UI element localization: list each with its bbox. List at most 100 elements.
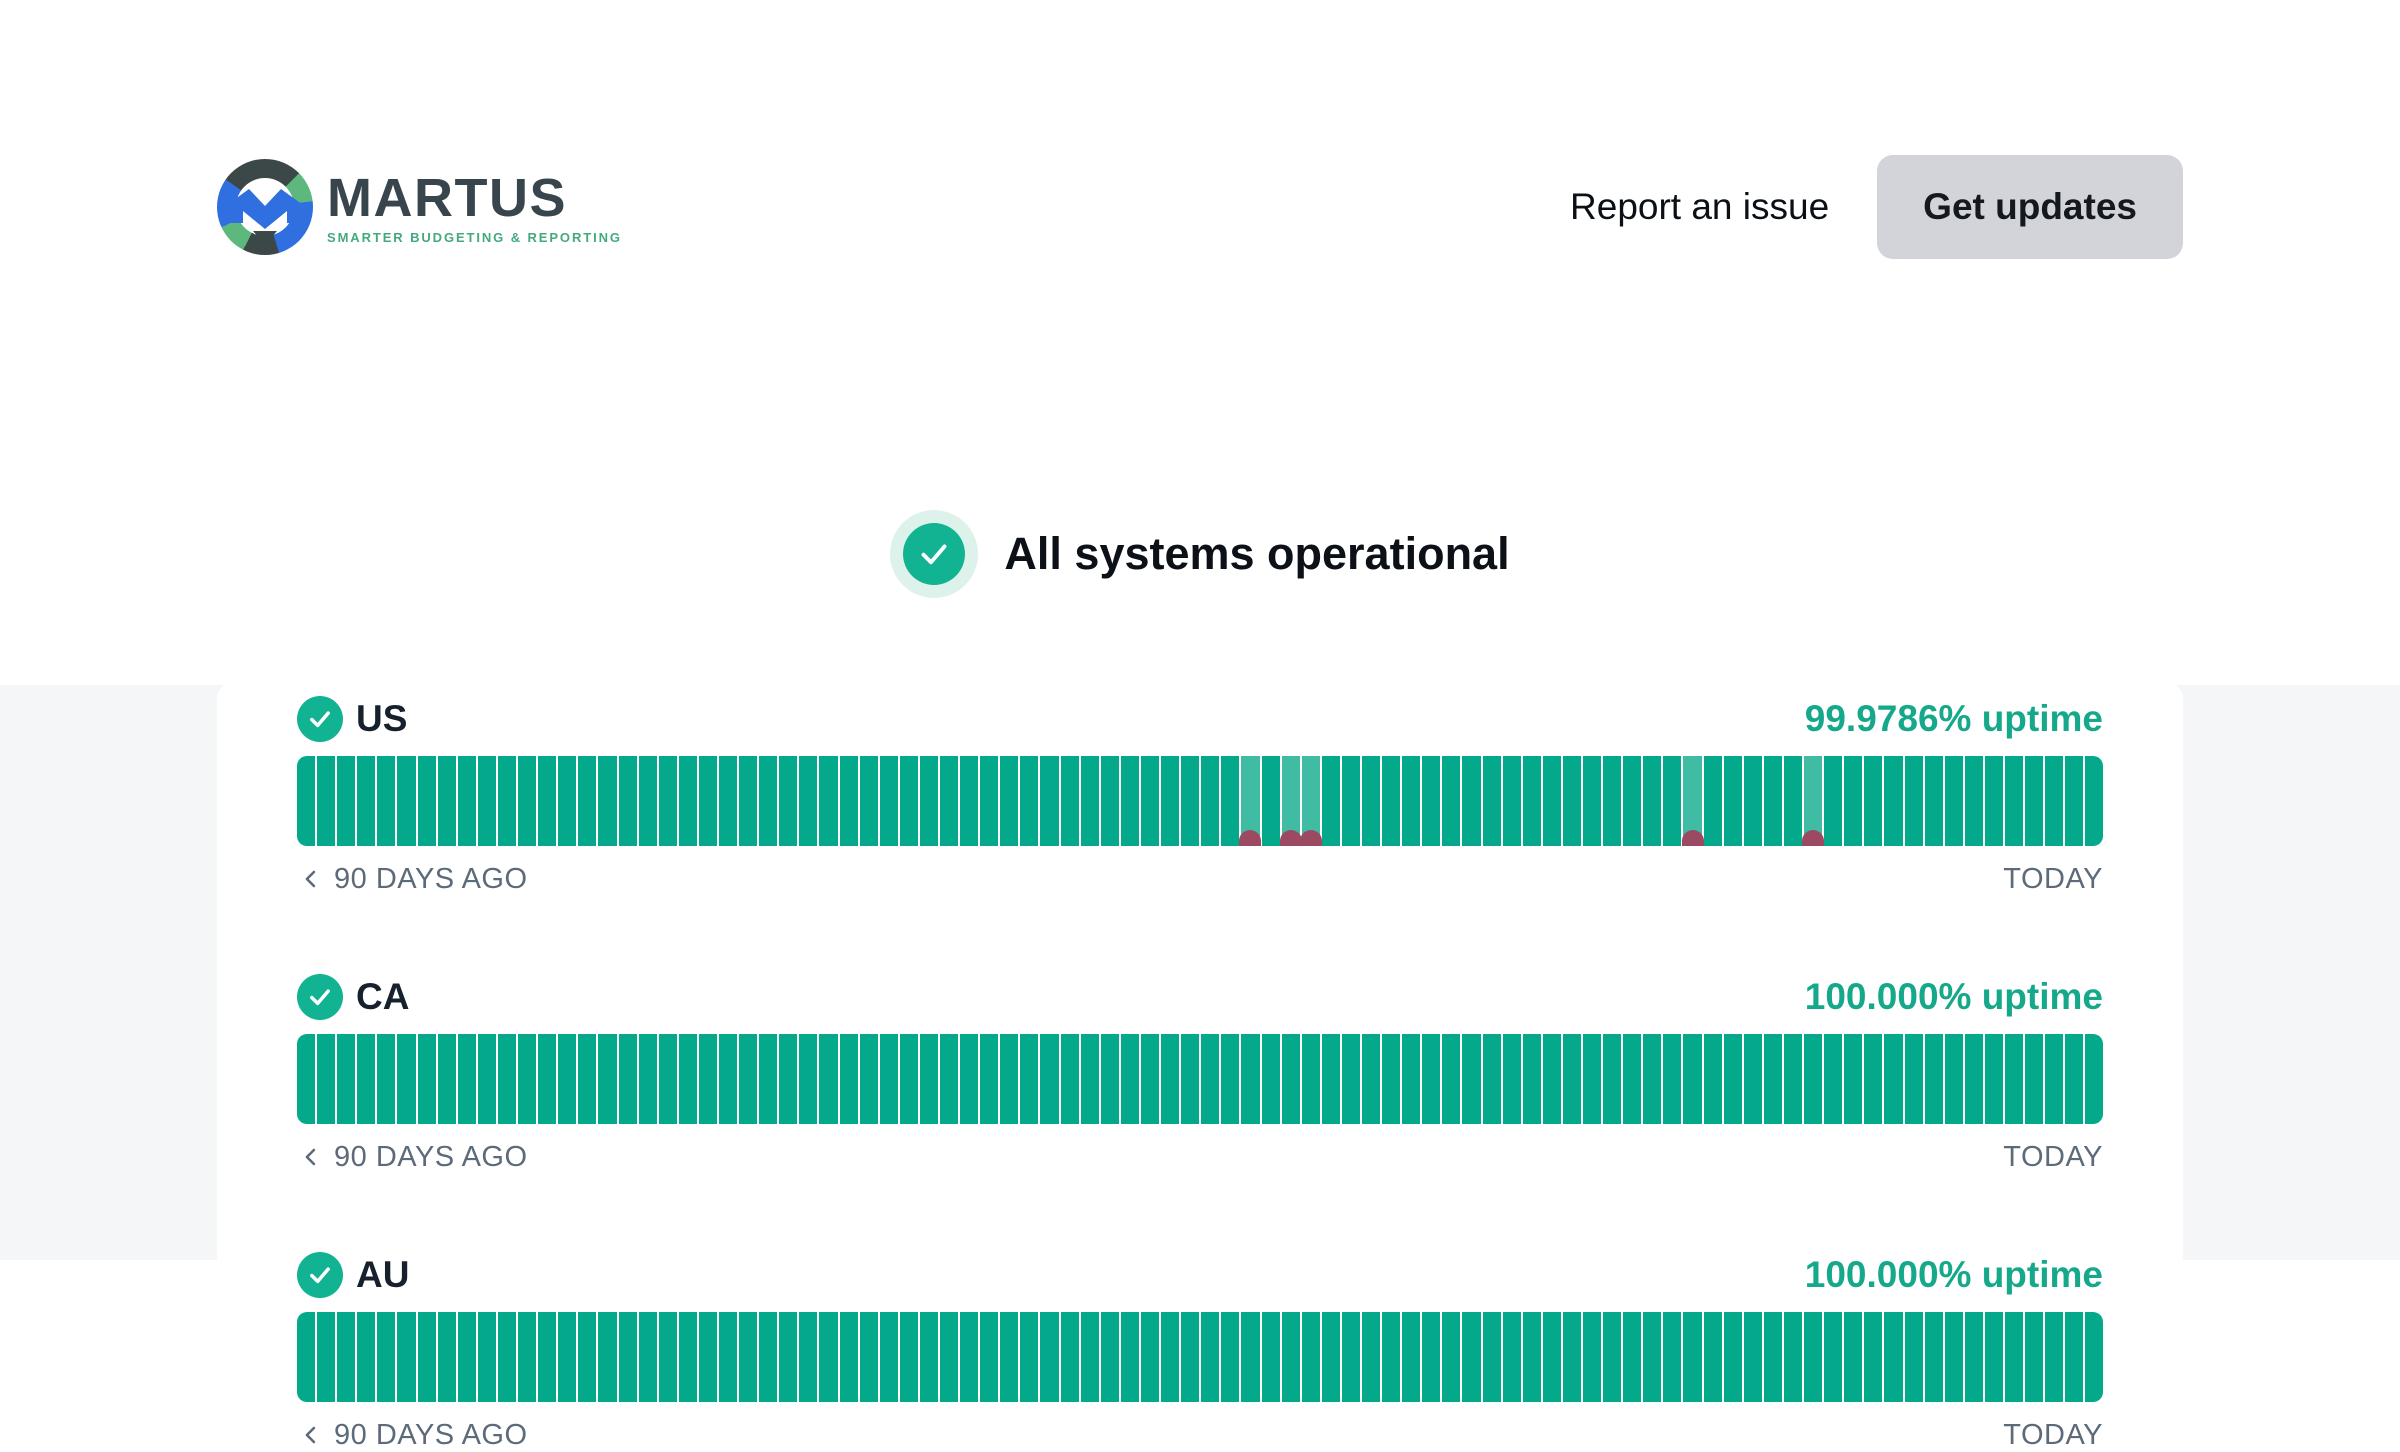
uptime-day-bar[interactable] [859,1312,878,1402]
uptime-day-bar[interactable] [1723,756,1742,846]
uptime-day-bar[interactable] [357,1034,376,1124]
uptime-day-bar[interactable] [1361,1034,1381,1124]
uptime-day-bar[interactable] [678,1034,697,1124]
uptime-day-bar[interactable] [2045,1034,2064,1124]
uptime-day-bar[interactable] [1643,756,1662,846]
uptime-day-bar[interactable] [397,756,416,846]
uptime-day-bar[interactable] [1924,1312,1943,1402]
uptime-day-bar[interactable] [1120,756,1139,846]
uptime-day-bar[interactable] [1181,756,1200,846]
uptime-day-bar[interactable] [1422,1312,1441,1402]
uptime-day-bar[interactable] [538,1312,557,1402]
uptime-day-bar[interactable] [1080,1034,1099,1124]
chevron-left-icon[interactable] [297,1143,325,1171]
uptime-day-bar[interactable] [638,1312,657,1402]
uptime-day-bar[interactable] [839,756,858,846]
uptime-day-bar[interactable] [297,1034,316,1124]
uptime-day-bar[interactable] [1904,1312,1923,1402]
uptime-day-bar[interactable] [960,756,979,846]
uptime-day-bar[interactable] [538,1034,557,1124]
uptime-day-bar[interactable] [1241,1312,1260,1402]
uptime-day-bar[interactable] [2025,756,2044,846]
uptime-day-bar[interactable] [2065,1034,2084,1124]
uptime-day-bar[interactable] [1703,1034,1722,1124]
uptime-day-bar[interactable] [1201,1034,1220,1124]
uptime-day-bar[interactable] [1442,756,1461,846]
uptime-day-bar[interactable] [1221,1034,1240,1124]
uptime-day-bar[interactable] [980,1034,999,1124]
uptime-day-bar[interactable] [297,1312,316,1402]
uptime-day-bar[interactable] [1120,1034,1139,1124]
uptime-day-bar[interactable] [1140,756,1160,846]
uptime-day-bar[interactable] [1964,1312,1983,1402]
uptime-day-bar[interactable] [317,1034,336,1124]
uptime-day-bar[interactable] [1502,1312,1521,1402]
uptime-day-bar[interactable] [1000,1034,1019,1124]
uptime-day-bar[interactable] [1020,1034,1039,1124]
uptime-day-bar[interactable] [779,1312,798,1402]
uptime-day-bar[interactable] [377,1034,396,1124]
uptime-day-bar[interactable] [1402,756,1421,846]
uptime-day-bar[interactable] [1462,1312,1481,1402]
uptime-day-bar[interactable] [337,1312,356,1402]
uptime-day-bar[interactable] [1583,1312,1602,1402]
uptime-day-bar[interactable] [739,1312,758,1402]
uptime-day-bar[interactable] [1080,756,1099,846]
uptime-day-bar[interactable] [1060,1034,1079,1124]
uptime-day-bar[interactable] [1040,756,1059,846]
uptime-day-bar[interactable] [1100,756,1119,846]
uptime-day-bar[interactable] [698,1034,717,1124]
uptime-day-bar[interactable] [1221,756,1240,846]
uptime-day-bar[interactable] [919,1312,938,1402]
uptime-day-bar[interactable] [1824,1034,1843,1124]
uptime-day-bar[interactable] [879,1312,898,1402]
uptime-day-bar[interactable] [437,756,456,846]
uptime-day-bar[interactable] [1683,1034,1702,1124]
uptime-day-bar[interactable] [578,756,597,846]
uptime-day-bar[interactable] [1361,756,1381,846]
uptime-day-bar[interactable] [297,756,316,846]
uptime-day-bar[interactable] [1402,1312,1421,1402]
uptime-day-bar[interactable] [1924,756,1943,846]
uptime-day-bar[interactable] [1140,1312,1160,1402]
uptime-day-bar[interactable] [417,1312,436,1402]
uptime-day-bar[interactable] [2045,1312,2064,1402]
uptime-day-bar[interactable] [1623,1034,1642,1124]
uptime-day-bar[interactable] [1603,1034,1622,1124]
uptime-day-bar[interactable] [960,1312,979,1402]
uptime-day-bar[interactable] [1984,1312,2003,1402]
get-updates-button[interactable]: Get updates [1877,155,2183,259]
uptime-day-bar[interactable] [799,756,818,846]
report-issue-link[interactable]: Report an issue [1570,186,1830,227]
uptime-day-bar[interactable] [1542,1034,1561,1124]
uptime-day-bar[interactable] [1261,1034,1280,1124]
uptime-day-bar[interactable] [1844,1312,1863,1402]
uptime-day-bar[interactable] [940,756,959,846]
uptime-day-bar[interactable] [1804,1034,1823,1124]
uptime-day-bar[interactable] [1221,1312,1240,1402]
uptime-day-bar[interactable] [1161,756,1180,846]
uptime-day-bar[interactable] [1080,1312,1099,1402]
uptime-day-bar[interactable] [1161,1312,1180,1402]
uptime-day-bar[interactable] [839,1034,858,1124]
uptime-day-bar[interactable] [1422,756,1441,846]
uptime-day-bar[interactable] [1924,1034,1943,1124]
uptime-day-bar[interactable] [437,1034,456,1124]
uptime-day-bar[interactable] [1482,1312,1501,1402]
uptime-day-bar[interactable] [457,1034,476,1124]
chevron-left-icon[interactable] [297,1421,325,1449]
uptime-day-bar[interactable] [658,756,677,846]
uptime-day-bar[interactable] [739,1034,758,1124]
uptime-day-bar[interactable] [578,1034,597,1124]
uptime-day-bar[interactable] [1241,756,1260,846]
uptime-day-bar[interactable] [397,1312,416,1402]
uptime-day-bar[interactable] [497,1034,517,1124]
uptime-day-bar[interactable] [919,756,938,846]
uptime-day-bar[interactable] [658,1034,677,1124]
uptime-day-bar[interactable] [1663,1312,1682,1402]
uptime-day-bar[interactable] [1140,1034,1160,1124]
uptime-day-bar[interactable] [618,756,637,846]
uptime-day-bar[interactable] [377,1312,396,1402]
uptime-day-bar[interactable] [1884,756,1903,846]
uptime-day-bar[interactable] [1583,756,1602,846]
